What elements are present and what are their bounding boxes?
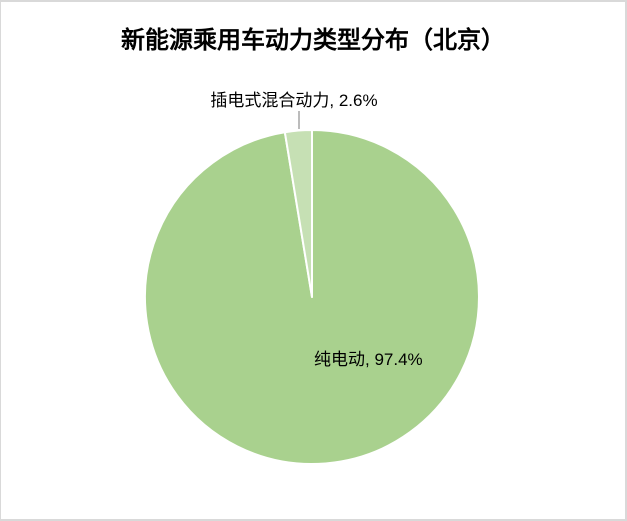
chart-title: 新能源乘用车动力类型分布（北京） bbox=[121, 27, 505, 54]
data-label-pure-electric: 纯电动, 97.4% bbox=[314, 350, 423, 369]
pie-slice-plugin-hybrid[interactable] bbox=[283, 128, 313, 298]
data-label-plugin-hybrid: 插电式混合动力, 2.6% bbox=[210, 91, 377, 110]
